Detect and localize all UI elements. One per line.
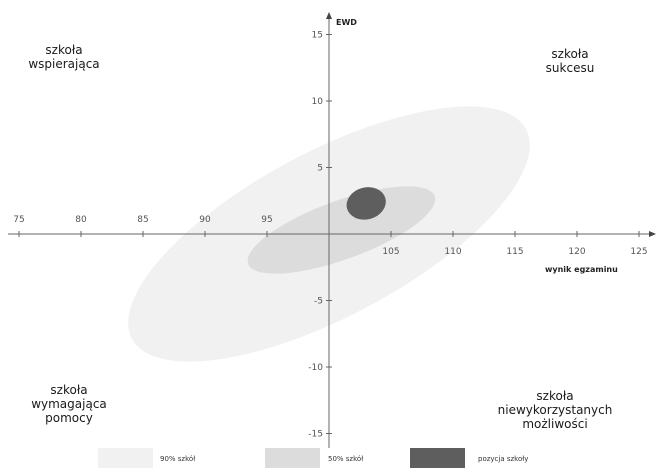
x-axis-arrow — [649, 231, 656, 237]
quadrant-line: możliwości — [522, 417, 588, 431]
chart-legend: 90% szkół 50% szkół pozycja szkoły — [0, 448, 658, 470]
quadrant-label-top-right: szkoła sukcesu — [520, 47, 620, 75]
quadrant-label-top-left: szkoła wspierająca — [14, 43, 114, 71]
y-tick-label: -10 — [308, 363, 323, 373]
x-tick-label: 85 — [137, 215, 148, 225]
quadrant-line: sukcesu — [545, 61, 595, 75]
chart-axes — [8, 12, 656, 448]
quadrant-line: szkoła — [551, 47, 589, 61]
quadrant-line: wymagająca — [31, 397, 107, 411]
y-tick-label: 10 — [312, 97, 324, 107]
legend-label-90: 90% szkół — [160, 455, 196, 463]
legend-swatch-90 — [98, 448, 153, 468]
x-tick-label: 95 — [261, 215, 272, 225]
y-tick-label: -15 — [308, 430, 323, 440]
y-tick-label: -5 — [314, 297, 323, 307]
x-tick-label: 125 — [630, 247, 647, 257]
quadrant-line: niewykorzystanych — [497, 403, 613, 417]
legend-swatch-50 — [265, 448, 320, 468]
quadrant-line: szkoła — [50, 383, 88, 397]
x-tick-label: 115 — [506, 247, 523, 257]
x-axis-label: wynik egzaminu — [545, 265, 618, 274]
quadrant-label-bottom-left: szkoła wymagająca pomocy — [14, 383, 124, 425]
x-tick-label: 120 — [568, 247, 585, 257]
quadrant-line: wspierająca — [28, 57, 100, 71]
quadrant-line: szkoła — [45, 43, 83, 57]
legend-label-position: pozycja szkoły — [478, 455, 529, 463]
x-tick-label: 90 — [199, 215, 211, 225]
quadrant-line: pomocy — [45, 411, 93, 425]
y-tick-label: 5 — [317, 164, 323, 174]
region-50pct — [247, 186, 436, 274]
y-axis-arrow — [326, 12, 332, 19]
x-tick-label: 110 — [444, 247, 461, 257]
quadrant-label-bottom-right: szkoła niewykorzystanych możliwości — [480, 389, 630, 431]
region-school-position — [346, 187, 386, 220]
x-tick-label: 105 — [382, 247, 399, 257]
legend-label-50: 50% szkół — [328, 455, 364, 463]
y-axis-label: EWD — [336, 18, 357, 27]
x-tick-label: 80 — [75, 215, 87, 225]
chart-ticks: 75 80 85 90 95 105 110 115 120 125 -15 -10 -5 5 10 15 — [13, 31, 647, 440]
quadrant-line: szkoła — [536, 389, 574, 403]
x-tick-label: 75 — [13, 215, 24, 225]
y-tick-label: 15 — [312, 31, 323, 41]
legend-swatch-position — [410, 448, 465, 468]
